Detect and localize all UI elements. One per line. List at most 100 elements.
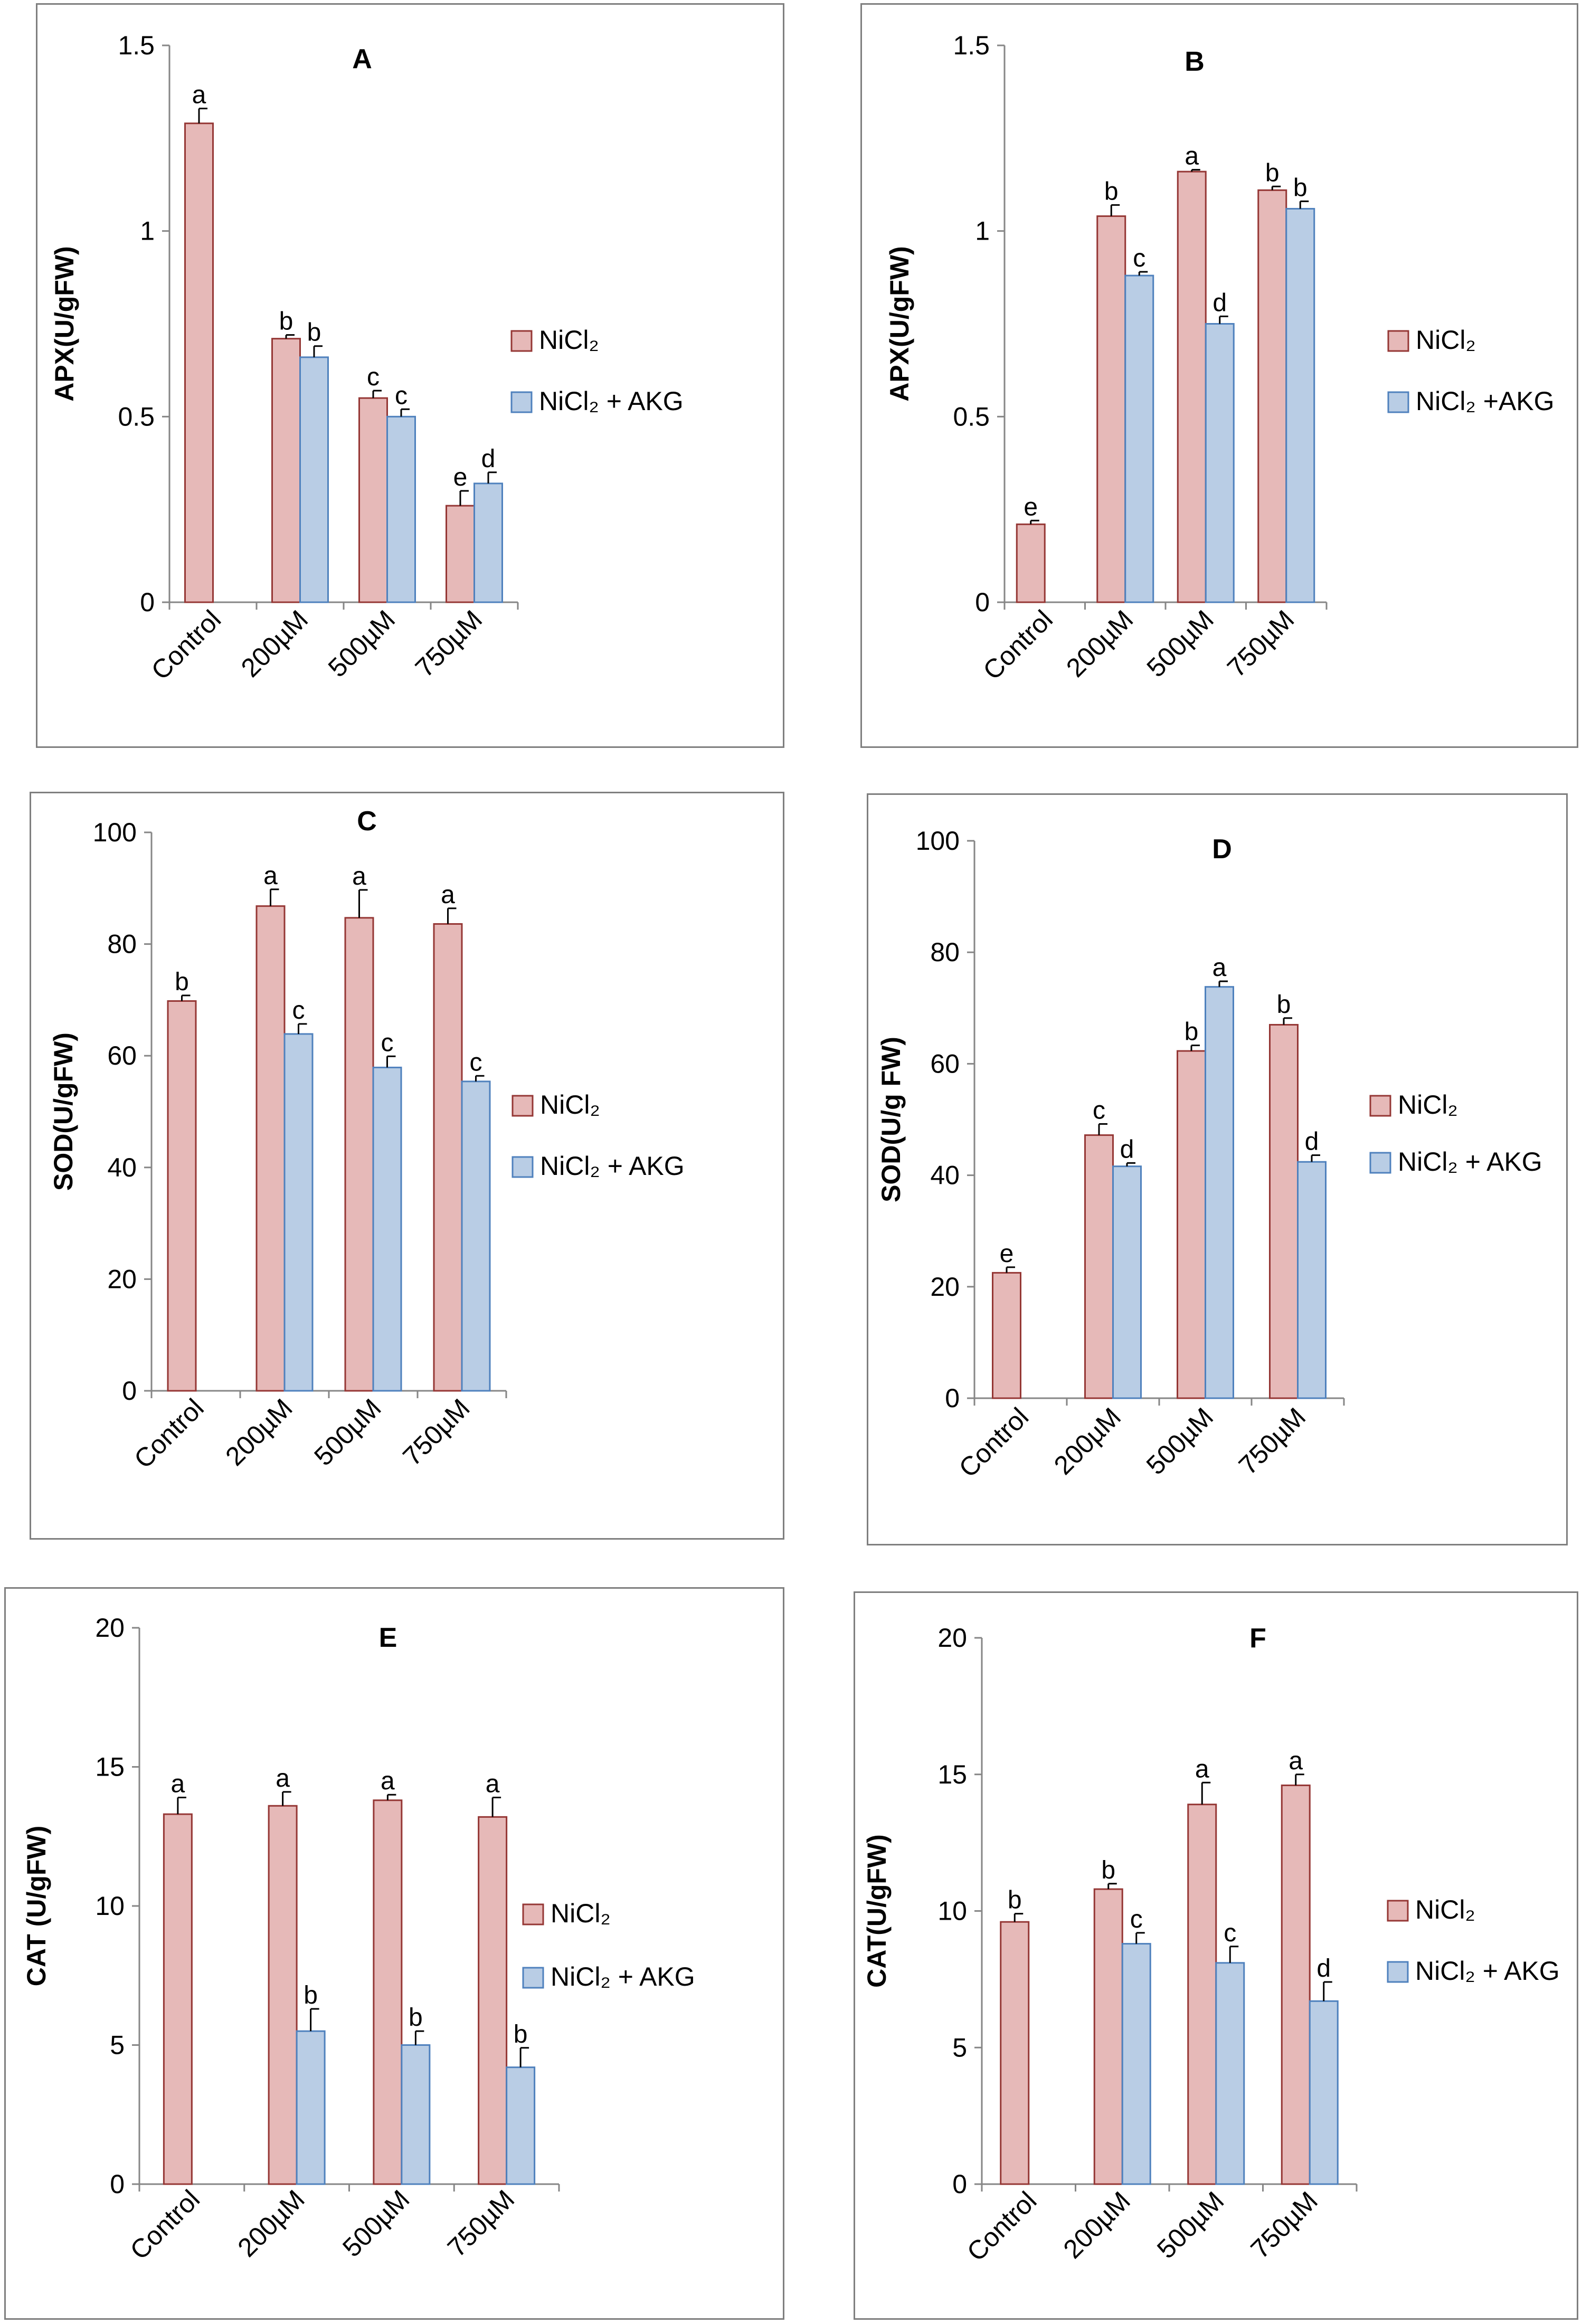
legend-label-nicl2-akg: NiCl₂ +AKG: [1416, 386, 1555, 416]
significance-letter: e: [1024, 493, 1038, 521]
x-category-label: Control: [128, 1393, 210, 1474]
legend-swatch-nicl2-akg: [511, 1156, 534, 1178]
y-tick-label: 80: [107, 929, 137, 959]
y-tick-label: 20: [930, 1272, 960, 1302]
legend-label-nicl2: NiCl₂: [1398, 1090, 1458, 1120]
significance-letter: b: [514, 2021, 528, 2048]
bar-nicl2-3: [1269, 1023, 1299, 1399]
y-tick-label: 0: [110, 2169, 125, 2199]
bar-nicl2-akg-1: [283, 1033, 314, 1392]
y-tick-label: 10: [95, 1891, 125, 1921]
significance-letter: b: [409, 2004, 423, 2032]
x-category-label: 500µM: [337, 2184, 415, 2262]
legend-label-nicl2: NiCl₂: [540, 1090, 600, 1120]
x-category-label: 750µM: [442, 2184, 520, 2262]
legend-label-nicl2: NiCl₂: [539, 325, 599, 355]
bar-nicl2-2: [1177, 170, 1207, 603]
bar-nicl2-0: [167, 1000, 197, 1392]
bar-nicl2-0: [1016, 523, 1046, 603]
significance-letter: d: [481, 445, 496, 473]
significance-letter: a: [171, 1770, 185, 1798]
bar-nicl2-3: [478, 1816, 508, 2185]
bar-nicl2-akg-2: [1205, 986, 1234, 1399]
bar-nicl2-akg-1: [1112, 1165, 1142, 1399]
bar-nicl2-akg-3: [461, 1080, 491, 1392]
chart-panel-a: 0 0.5 1 1.5 a Control b b 200µM c c 500µM e d 750µM A AP…: [36, 3, 784, 748]
chart-title: E: [379, 1623, 397, 1653]
y-axis-label: SOD(U/g FW): [876, 1037, 906, 1202]
bar-nicl2-3: [1257, 189, 1287, 603]
x-category-label: 500µM: [1141, 1402, 1219, 1480]
y-axis-label: CAT (U/gFW): [22, 1826, 51, 1987]
significance-letter: e: [453, 463, 468, 491]
significance-letter: a: [352, 862, 366, 890]
chart-panel-d: 0 20 40 60 80 100 e Control c d 200µM b a 500µM b d 750µ…: [867, 793, 1568, 1545]
significance-letter: d: [1305, 1128, 1319, 1156]
bar-nicl2-akg-2: [401, 2044, 431, 2185]
chart-a-svg: 0 0.5 1 1.5 a Control b b 200µM cc 500µM ed 750µM A AP…: [50, 31, 684, 686]
significance-letter: a: [276, 1765, 290, 1792]
significance-letter: a: [441, 881, 455, 909]
legend-label-nicl2: NiCl₂: [1416, 325, 1476, 355]
bar-nicl2-1: [1096, 215, 1126, 603]
bar-nicl2-akg-3: [1297, 1161, 1327, 1399]
legend-swatch-nicl2-akg: [522, 1967, 544, 1989]
significance-letter: a: [1289, 1747, 1303, 1775]
legend-label-nicl2-akg: NiCl₂ + AKG: [540, 1151, 685, 1181]
chart-title: B: [1185, 46, 1205, 77]
y-tick-label: 0: [952, 2169, 967, 2199]
y-tick-label: 0: [122, 1376, 137, 1406]
chart-title: A: [352, 44, 372, 74]
significance-letter: b: [1265, 159, 1280, 187]
legend-swatch-nicl2: [1387, 1900, 1409, 1922]
bar-nicl2-akg-1: [296, 2030, 326, 2185]
significance-letter: a: [192, 81, 206, 109]
significance-letter: c: [1224, 1919, 1236, 1947]
significance-letter: a: [1185, 143, 1199, 170]
significance-letter: d: [1120, 1135, 1134, 1163]
bar-nicl2-akg-3: [506, 2066, 536, 2185]
significance-letter: b: [1101, 1856, 1115, 1884]
significance-letter: c: [470, 1048, 482, 1076]
legend-swatch-nicl2: [522, 1903, 544, 1925]
y-tick-label: 100: [916, 826, 960, 856]
y-tick-label: 0: [945, 1383, 960, 1413]
bar-nicl2-0: [163, 1813, 193, 2185]
y-tick-label: 20: [95, 1613, 125, 1643]
bar-nicl2-1: [255, 905, 286, 1392]
x-category-label: 500µM: [1151, 2186, 1229, 2264]
significance-letter: b: [1277, 991, 1291, 1019]
significance-letter: a: [486, 1770, 500, 1798]
x-category-label: 200µM: [232, 2184, 310, 2262]
y-tick-label: 80: [930, 937, 960, 967]
legend-swatch-nicl2-akg: [1387, 1961, 1409, 1983]
y-tick-label: 0.5: [118, 402, 155, 431]
bar-nicl2-0: [1000, 1921, 1030, 2185]
y-tick-label: 1.5: [953, 31, 990, 60]
significance-letter: a: [1212, 954, 1227, 982]
legend-swatch-nicl2: [1369, 1095, 1391, 1117]
legend-label-nicl2-akg: NiCl₂ + AKG: [1415, 1956, 1560, 1986]
x-category-label: 200µM: [1060, 604, 1139, 682]
x-category-label: 500µM: [1141, 604, 1219, 682]
x-category-label: 500µM: [308, 1393, 386, 1471]
bar-nicl2-akg-2: [372, 1066, 402, 1392]
y-tick-label: 20: [107, 1264, 137, 1294]
x-category-label: 200µM: [235, 604, 314, 682]
y-tick-label: 20: [937, 1623, 967, 1653]
bar-nicl2-akg-2: [386, 415, 416, 603]
chart-d-svg: 020406080100eControlcd200µMba500µMbd750µ…: [876, 826, 1542, 1483]
significance-letter: b: [307, 319, 321, 347]
chart-title: F: [1249, 1623, 1266, 1654]
legend-swatch-nicl2: [510, 330, 533, 352]
y-tick-label: 10: [937, 1896, 967, 1926]
y-tick-label: 0.5: [953, 402, 990, 431]
y-tick-label: 0: [140, 587, 155, 617]
bar-nicl2-1: [1093, 1888, 1123, 2185]
legend-swatch-nicl2-akg: [1369, 1152, 1391, 1174]
significance-letter: b: [1104, 177, 1119, 205]
y-tick-label: 1: [140, 216, 155, 246]
chart-panel-e: 0 5 10 15 20 a Control a b 200µM a b 500µM a b 750µM E CA…: [4, 1587, 784, 2320]
y-tick-label: 40: [930, 1161, 960, 1190]
bar-nicl2-3: [446, 505, 475, 603]
